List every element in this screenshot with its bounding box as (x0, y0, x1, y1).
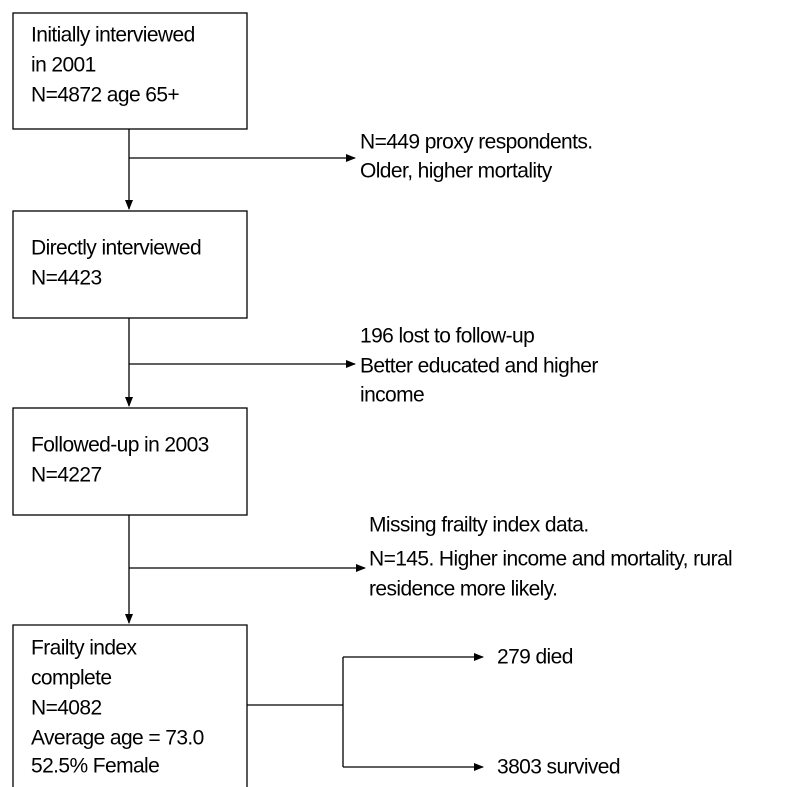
node-text: in 2001 (31, 54, 96, 77)
node-text: Directly interviewed (31, 237, 201, 260)
node-text: Followed-up in 2003 (31, 434, 209, 457)
exclusion-text: N=449 proxy respondents. (360, 131, 593, 154)
exclusion-text: residence more likely. (369, 578, 557, 601)
node-box (12, 12, 248, 130)
node-box (12, 407, 248, 516)
node-text: N=4227 (31, 464, 102, 487)
node-text: N=4872 age 65+ (31, 84, 179, 107)
exclusion-text: 196 lost to follow-up (360, 325, 534, 348)
node-text: Initially interviewed (31, 24, 195, 47)
node-box (12, 624, 248, 787)
node-box (12, 210, 248, 319)
exclusion-text: income (360, 384, 424, 407)
node-text: Frailty index (31, 637, 138, 660)
exclusion-text: N=145. Higher income and mortality, rura… (369, 548, 732, 571)
exclusion-text: Better educated and higher (360, 355, 598, 378)
exclusion-text: Missing frailty index data. (369, 514, 589, 537)
node-text: 52.5% Female (31, 755, 159, 778)
outcome-text: 3803 survived (497, 756, 620, 779)
exclusion-text: Older, higher mortality (360, 160, 553, 183)
node-text: N=4423 (31, 267, 102, 290)
node-text: Average age = 73.0 (31, 727, 204, 750)
node-text: N=4082 (31, 697, 102, 720)
outcome-text: 279 died (497, 646, 573, 669)
node-text: complete (31, 667, 111, 690)
